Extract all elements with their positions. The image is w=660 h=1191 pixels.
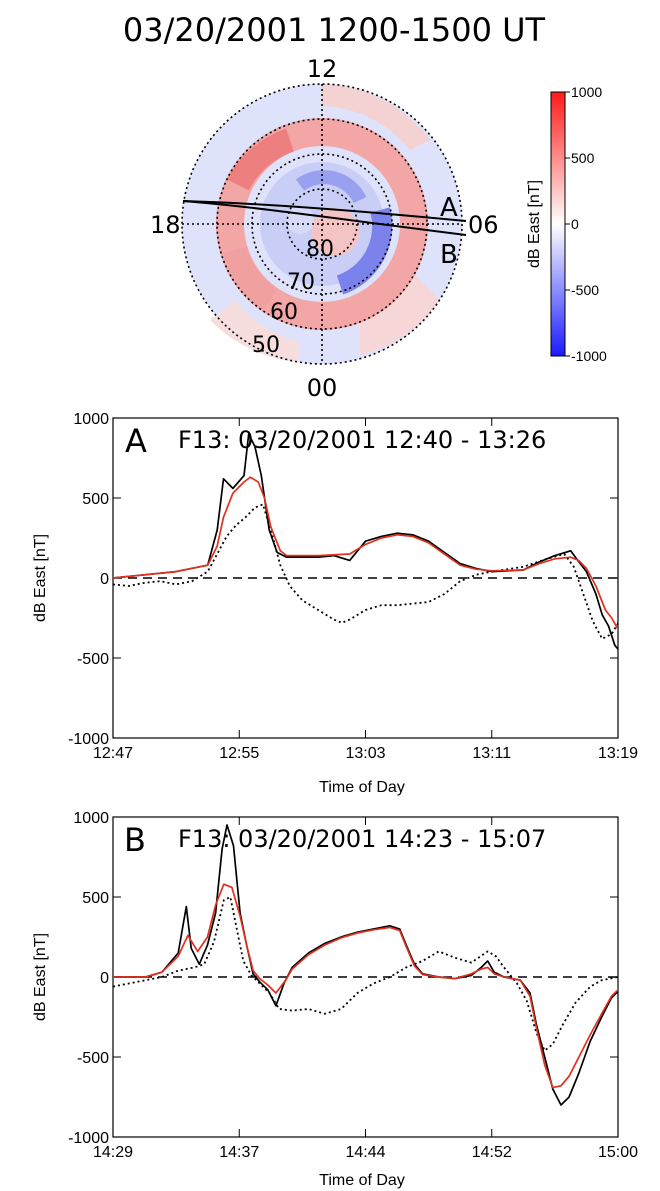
colorbar-gradient	[550, 91, 566, 357]
panel-a-series-solid-black	[113, 433, 618, 651]
track-label-a: A	[440, 193, 458, 223]
panel-b-series-dotted-black	[113, 896, 618, 1052]
panel-b-xlabel: Time of Day	[319, 1172, 405, 1189]
colorbar-tick-label: 500	[571, 150, 595, 166]
panel-a-series-solid-red	[113, 476, 618, 632]
colorbar-tick-label: 1000	[571, 84, 602, 100]
colorbar-tick-label: 0	[571, 216, 579, 232]
panel-a-ytick-label: -500	[77, 651, 109, 668]
panel-a-ytick-label: 500	[82, 491, 109, 508]
panel-a: 12:47 12:55 13:03 13:11 13:19 1000 500 0 -500 -10…	[32, 411, 638, 796]
panel-b-xtick-label: 14:52	[472, 1144, 512, 1161]
panel-b-ytick-label: -500	[77, 1050, 109, 1067]
panel-a-xlabel: Time of Day	[319, 779, 405, 796]
lat-label-50: 50	[252, 333, 280, 358]
mlt-label-12: 12	[307, 55, 338, 83]
panel-a-xtick-label: 12:55	[219, 745, 259, 762]
panel-a-xtick-label: 12:47	[93, 745, 133, 762]
lat-label-80: 80	[306, 237, 334, 262]
panel-b-series-solid-black	[113, 824, 618, 1106]
panel-b-ytick-label: 0	[100, 970, 109, 987]
panel-a-xtick-label: 13:03	[345, 745, 385, 762]
panel-b-series-solid-red	[113, 883, 618, 1089]
panel-b-ytick-label: -1000	[68, 1130, 109, 1147]
colorbar-ticks: 1000 500 0 -500 -1000	[565, 84, 607, 364]
panel-b-series	[113, 824, 618, 1106]
panel-b-ylabel: dB East [nT]	[32, 933, 49, 1021]
panel-a-ytick-label: -1000	[68, 731, 109, 748]
polar-map: 12 06 00 18 80 70 60 50 A B	[150, 55, 499, 402]
panel-b-ticks: 14:29 14:37 14:44 14:52 15:00 1000 500 0 -500 -10…	[68, 810, 638, 1161]
panel-b-annotation: F13: 03/20/2001 14:23 - 15:07	[178, 825, 546, 853]
panel-b-xtick-label: 15:00	[598, 1144, 638, 1161]
panel-a-series-dotted-black	[113, 503, 618, 640]
colorbar-tick-label: -500	[571, 282, 599, 298]
panel-a-ticks: 12:47 12:55 13:03 13:11 13:19 1000 500 0 -500 -10…	[68, 411, 638, 762]
panel-a-xtick-label: 13:11	[472, 745, 511, 762]
panel-b: 14:29 14:37 14:44 14:52 15:00 1000 500 0 -500 -10…	[32, 810, 638, 1189]
panel-a-ytick-label: 1000	[73, 411, 109, 428]
colorbar-label: dB East [nT]	[526, 180, 543, 268]
panel-a-label: A	[125, 422, 147, 460]
panel-a-xtick-label: 13:19	[598, 745, 638, 762]
mlt-label-18: 18	[150, 211, 181, 239]
panel-b-xtick-label: 14:44	[345, 1144, 385, 1161]
panel-b-ytick-label: 500	[82, 890, 109, 907]
figure-title: 03/20/2001 1200-1500 UT	[123, 11, 546, 49]
mlt-label-06: 06	[468, 211, 499, 239]
panel-a-ylabel: dB East [nT]	[32, 534, 49, 622]
colorbar-tick-label: -1000	[571, 348, 607, 364]
panel-b-xtick-label: 14:29	[93, 1144, 133, 1161]
polar-grid	[181, 83, 463, 365]
lat-label-60: 60	[270, 300, 298, 325]
panel-a-ytick-label: 0	[100, 571, 109, 588]
panel-b-label: B	[124, 821, 146, 859]
lat-label-70: 70	[287, 270, 315, 295]
satellite-tracks	[182, 200, 467, 236]
colorbar: 1000 500 0 -500 -1000 dB East [nT]	[526, 84, 607, 364]
panel-b-xtick-label: 14:37	[219, 1144, 259, 1161]
track-label-b: B	[440, 240, 458, 270]
track-a	[182, 200, 467, 222]
panel-b-ytick-label: 1000	[73, 810, 109, 827]
panel-a-series	[113, 433, 618, 651]
track-b	[182, 200, 467, 236]
panel-a-annotation: F13: 03/20/2001 12:40 - 13:26	[178, 426, 546, 454]
mlt-label-00: 00	[307, 374, 338, 402]
